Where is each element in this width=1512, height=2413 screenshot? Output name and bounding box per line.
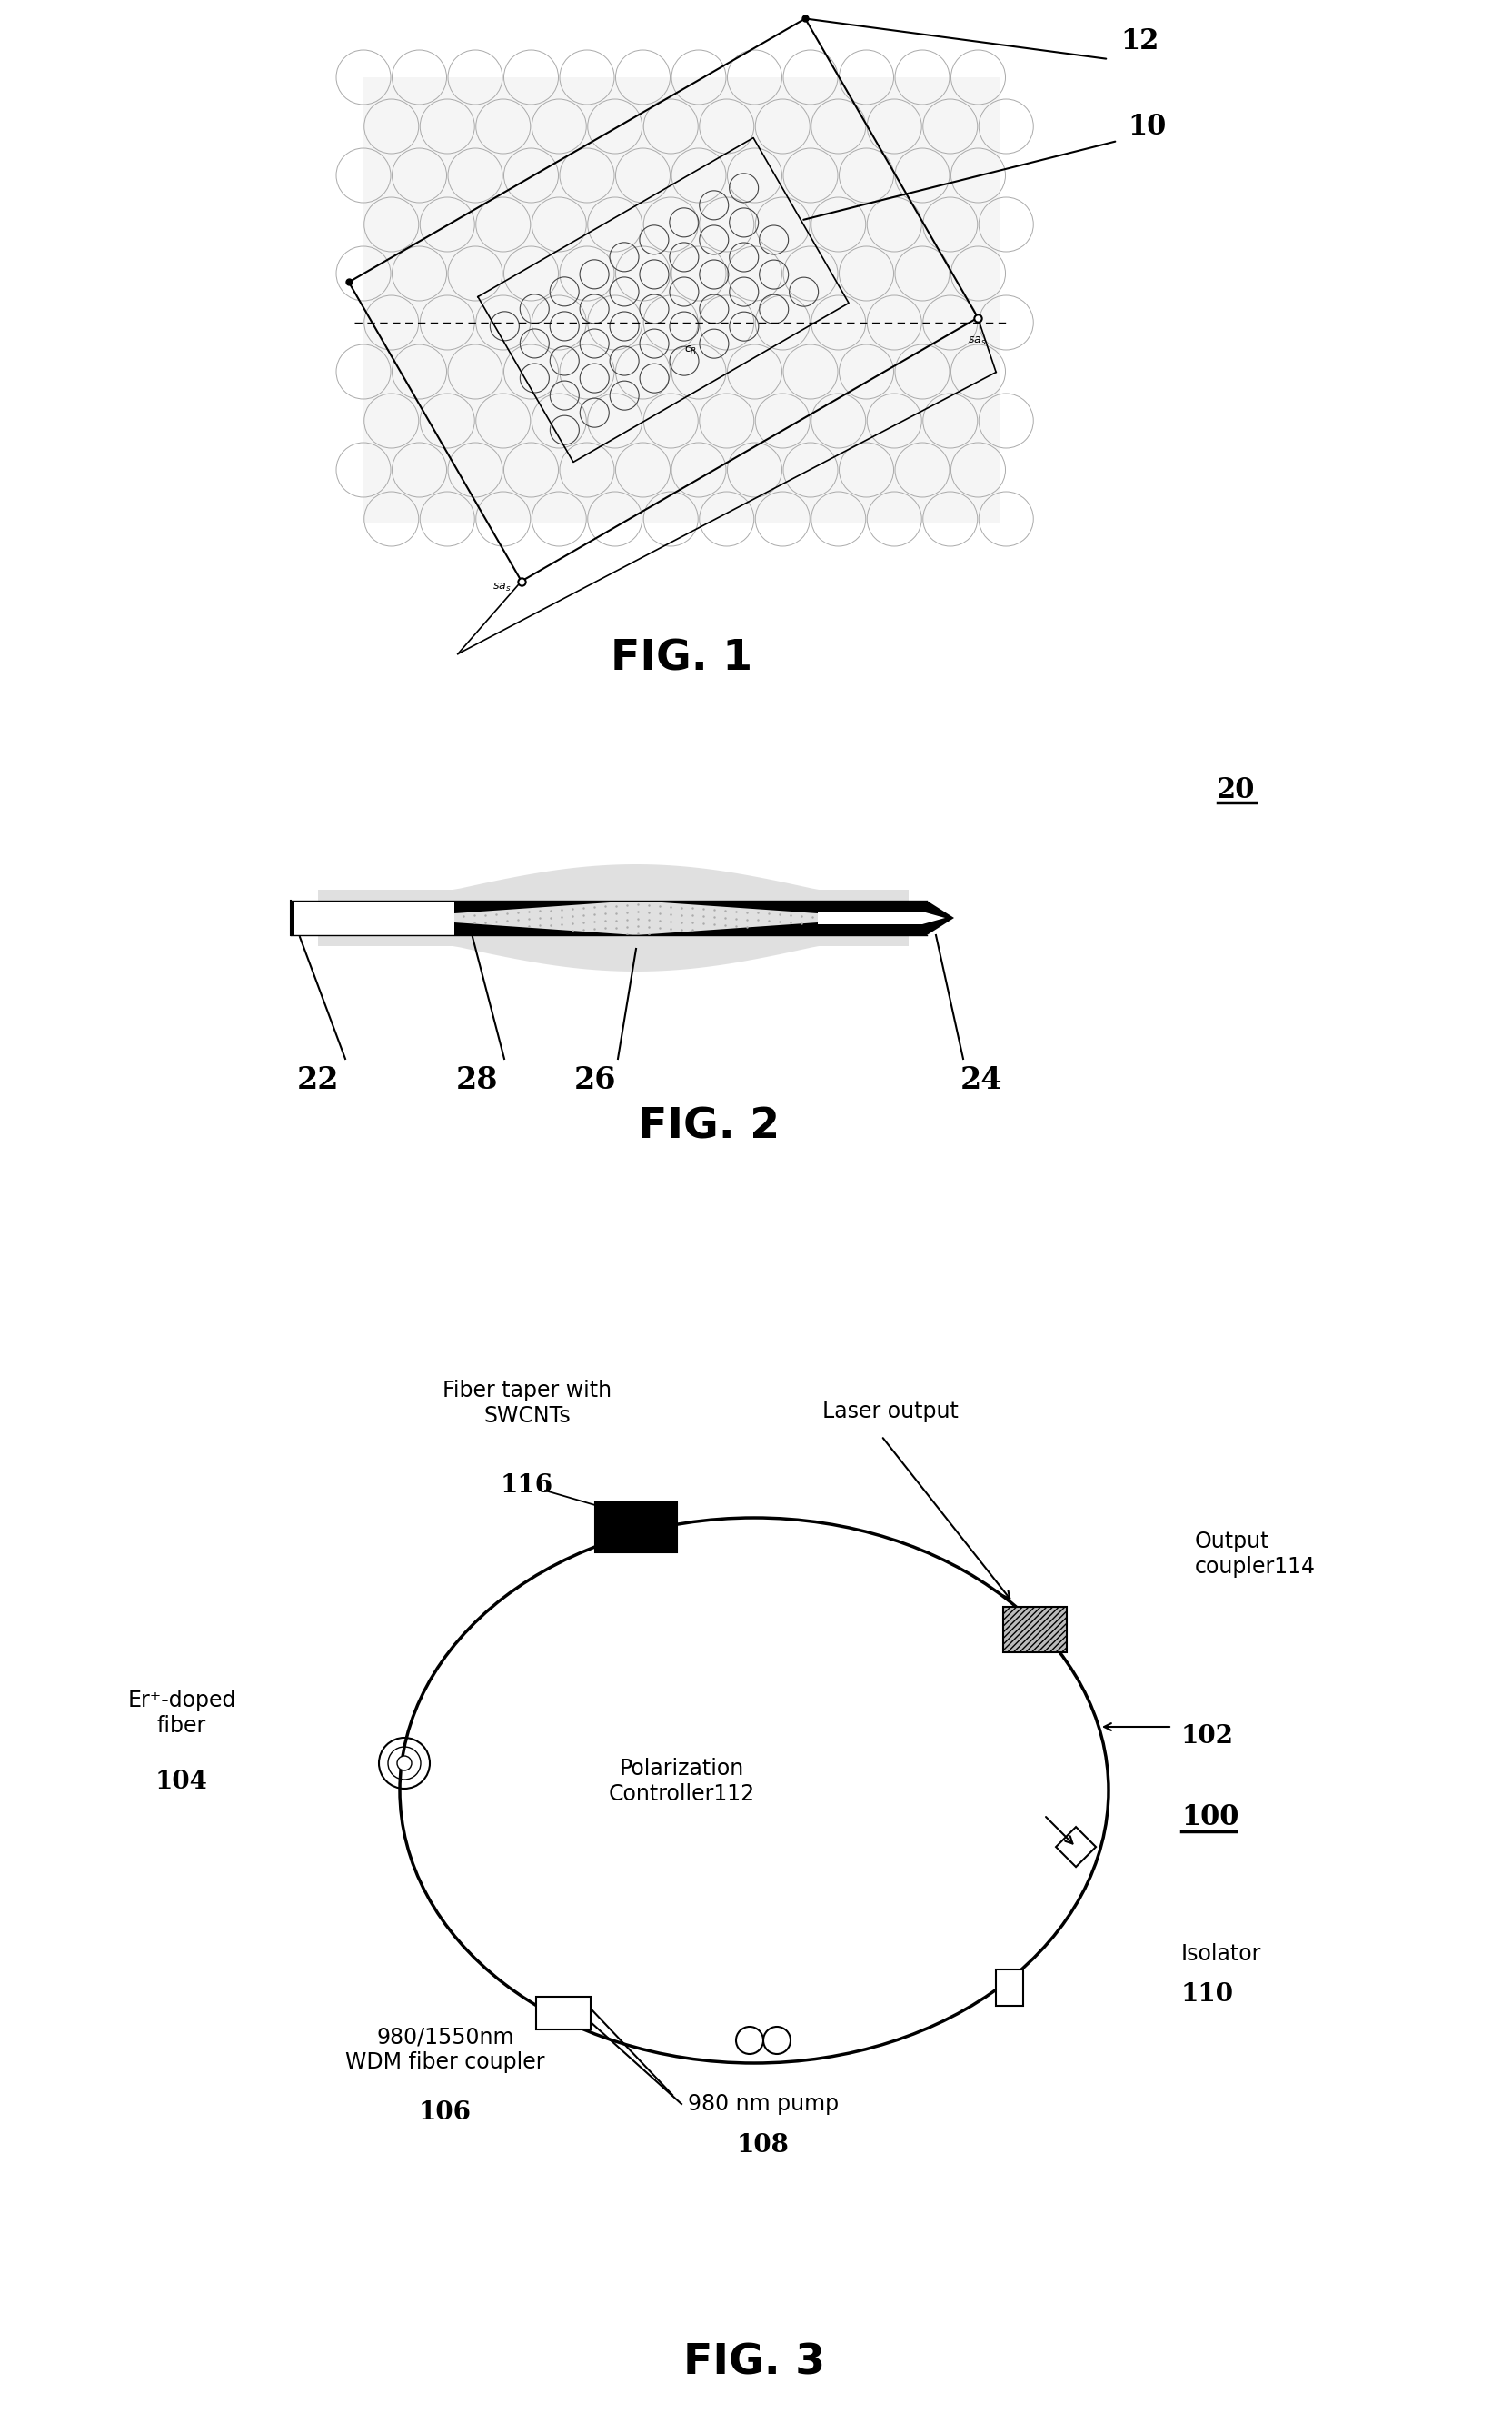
Text: 10: 10: [1126, 113, 1166, 142]
Text: 104: 104: [156, 1769, 207, 1793]
Text: 110: 110: [1181, 1983, 1234, 2008]
Bar: [295, 902, 454, 915]
Bar: [295, 912, 454, 924]
Text: FIG. 1: FIG. 1: [611, 639, 751, 680]
Text: 980 nm pump: 980 nm pump: [688, 2092, 838, 2114]
Text: Polarization
Controller112: Polarization Controller112: [608, 1757, 754, 1805]
Polygon shape: [818, 912, 945, 924]
Bar: [290, 900, 454, 936]
Text: FIG. 2: FIG. 2: [638, 1108, 779, 1149]
Text: 24: 24: [960, 1064, 1002, 1096]
Polygon shape: [454, 900, 818, 915]
Circle shape: [396, 1757, 411, 1771]
Text: 108: 108: [736, 2133, 789, 2157]
Text: 100: 100: [1181, 1803, 1238, 1831]
Text: Laser output: Laser output: [823, 1400, 959, 1421]
Text: 102: 102: [1181, 1723, 1234, 1747]
Polygon shape: [318, 864, 909, 972]
Text: 20: 20: [1216, 777, 1255, 806]
Polygon shape: [1055, 1827, 1095, 1868]
Text: Er⁺-doped
fiber: Er⁺-doped fiber: [127, 1689, 236, 1737]
Text: Fiber taper with
SWCNTs: Fiber taper with SWCNTs: [442, 1380, 611, 1426]
Bar: [363, 77, 999, 524]
Bar: [535, 1996, 590, 2029]
Polygon shape: [454, 922, 818, 936]
Text: 26: 26: [573, 1064, 615, 1096]
Text: 12: 12: [1120, 27, 1158, 55]
Bar: [995, 1969, 1022, 2005]
Text: 28: 28: [455, 1064, 497, 1096]
Bar: [594, 1501, 676, 1552]
Bar: [295, 924, 454, 936]
Text: 106: 106: [419, 2102, 472, 2126]
Text: 22: 22: [296, 1064, 339, 1096]
Text: 980/1550nm
WDM fiber coupler: 980/1550nm WDM fiber coupler: [345, 2027, 544, 2073]
Text: 116: 116: [500, 1474, 553, 1498]
Text: Output
coupler114: Output coupler114: [1194, 1530, 1315, 1578]
Text: Isolator: Isolator: [1181, 1942, 1261, 1964]
Text: FIG. 3: FIG. 3: [683, 2343, 824, 2384]
Bar: [1002, 1607, 1066, 1653]
Polygon shape: [818, 900, 954, 936]
Text: sa$_s$: sa$_s$: [493, 582, 511, 594]
Text: sa$_s$: sa$_s$: [968, 335, 986, 347]
Text: c$_R$: c$_R$: [683, 345, 697, 355]
